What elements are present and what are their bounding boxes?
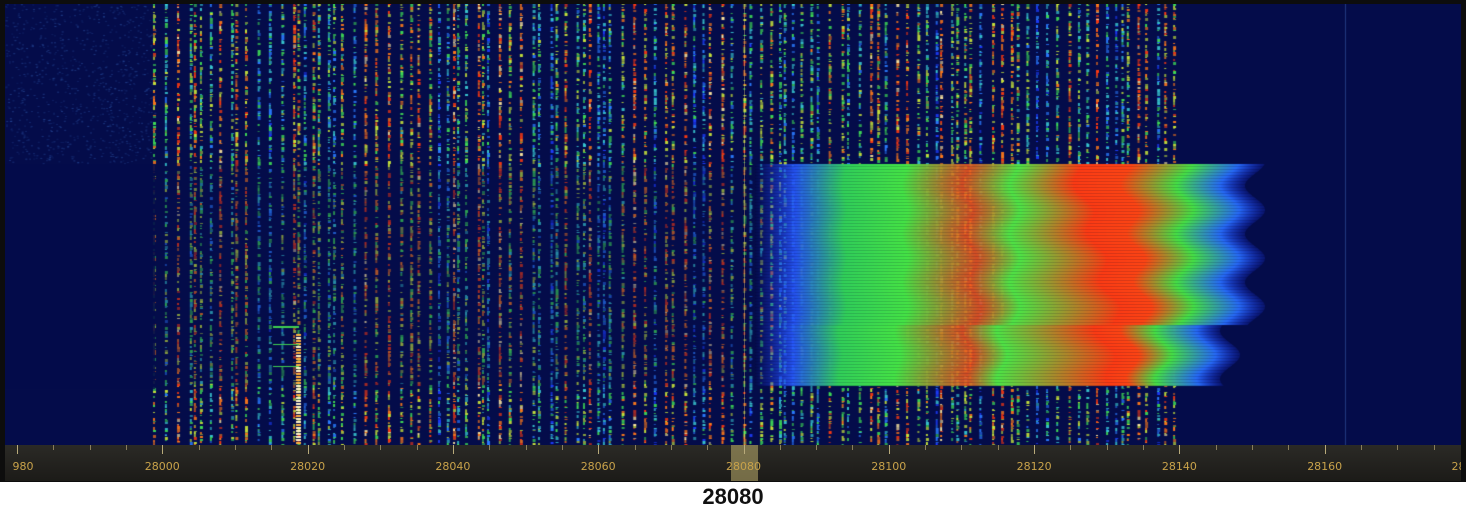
- scale-major-tick: [307, 445, 309, 454]
- scale-major-tick: [743, 445, 745, 454]
- scale-minor-tick: [1070, 445, 1072, 450]
- scale-minor-tick: [1215, 445, 1217, 450]
- scale-minor-tick: [125, 445, 127, 450]
- scale-minor-tick: [852, 445, 854, 450]
- frequency-scale[interactable]: 980 28000 28020 28040 28060 28080 28100 28120 28…: [5, 445, 1461, 481]
- scale-major-tick: [1034, 445, 1036, 454]
- scale-minor-tick: [1143, 445, 1145, 450]
- scale-minor-tick: [961, 445, 963, 450]
- waterfall-display[interactable]: [5, 4, 1461, 445]
- scale-minor-tick: [670, 445, 672, 450]
- scale-minor-tick: [489, 445, 491, 450]
- scale-major-tick: [17, 445, 18, 454]
- scale-tick-label: 28020: [290, 460, 326, 473]
- scale-minor-tick: [525, 445, 527, 450]
- scale-tick-label: 28120: [1016, 460, 1052, 473]
- scale-minor-tick: [234, 445, 236, 450]
- scale-major-tick: [1179, 445, 1181, 454]
- scale-minor-tick: [779, 445, 781, 450]
- scale-minor-tick: [707, 445, 709, 450]
- scale-minor-tick: [925, 445, 927, 450]
- scale-minor-tick: [1106, 445, 1108, 450]
- scale-tick-label: 28040: [435, 460, 471, 473]
- scale-tick-label: 28080: [726, 460, 761, 473]
- scale-major-tick: [1324, 445, 1326, 454]
- scale-minor-tick: [89, 445, 91, 450]
- scale-minor-tick: [1252, 445, 1254, 450]
- scale-minor-tick: [561, 445, 563, 450]
- scale-minor-tick: [1397, 445, 1399, 450]
- scale-major-tick: [162, 445, 164, 454]
- scale-major-tick: [598, 445, 600, 454]
- scale-tick-label: 28100: [871, 460, 907, 473]
- scale-tick-label: 28000: [144, 460, 180, 473]
- scale-minor-tick: [1361, 445, 1363, 450]
- scale-minor-tick: [816, 445, 818, 450]
- scale-minor-tick: [997, 445, 999, 450]
- scale-minor-tick: [198, 445, 200, 450]
- scale-minor-tick: [380, 445, 382, 450]
- tuning-cursor-line[interactable]: [743, 4, 745, 445]
- waterfall-panel[interactable]: 980 28000 28020 28040 28060 28080 28100 28120 28…: [0, 0, 1466, 482]
- scale-tick-label: 28140: [1161, 460, 1197, 473]
- frequency-readout: 28080: [702, 484, 764, 509]
- scale-minor-tick: [271, 445, 273, 450]
- scale-minor-tick: [343, 445, 345, 450]
- scale-tick-label: 281: [1451, 460, 1462, 473]
- scale-minor-tick: [53, 445, 55, 450]
- scale-minor-tick: [1433, 445, 1435, 450]
- scale-major-tick: [452, 445, 454, 454]
- scale-minor-tick: [634, 445, 636, 450]
- scale-tick-label: 28060: [580, 460, 616, 473]
- scale-major-tick: [888, 445, 890, 454]
- scale-minor-tick: [1288, 445, 1290, 450]
- waterfall-canvas[interactable]: [5, 4, 1461, 445]
- scale-tick-label: 980: [12, 460, 34, 473]
- scale-tick-label: 28160: [1307, 460, 1343, 473]
- scale-minor-tick: [416, 445, 418, 450]
